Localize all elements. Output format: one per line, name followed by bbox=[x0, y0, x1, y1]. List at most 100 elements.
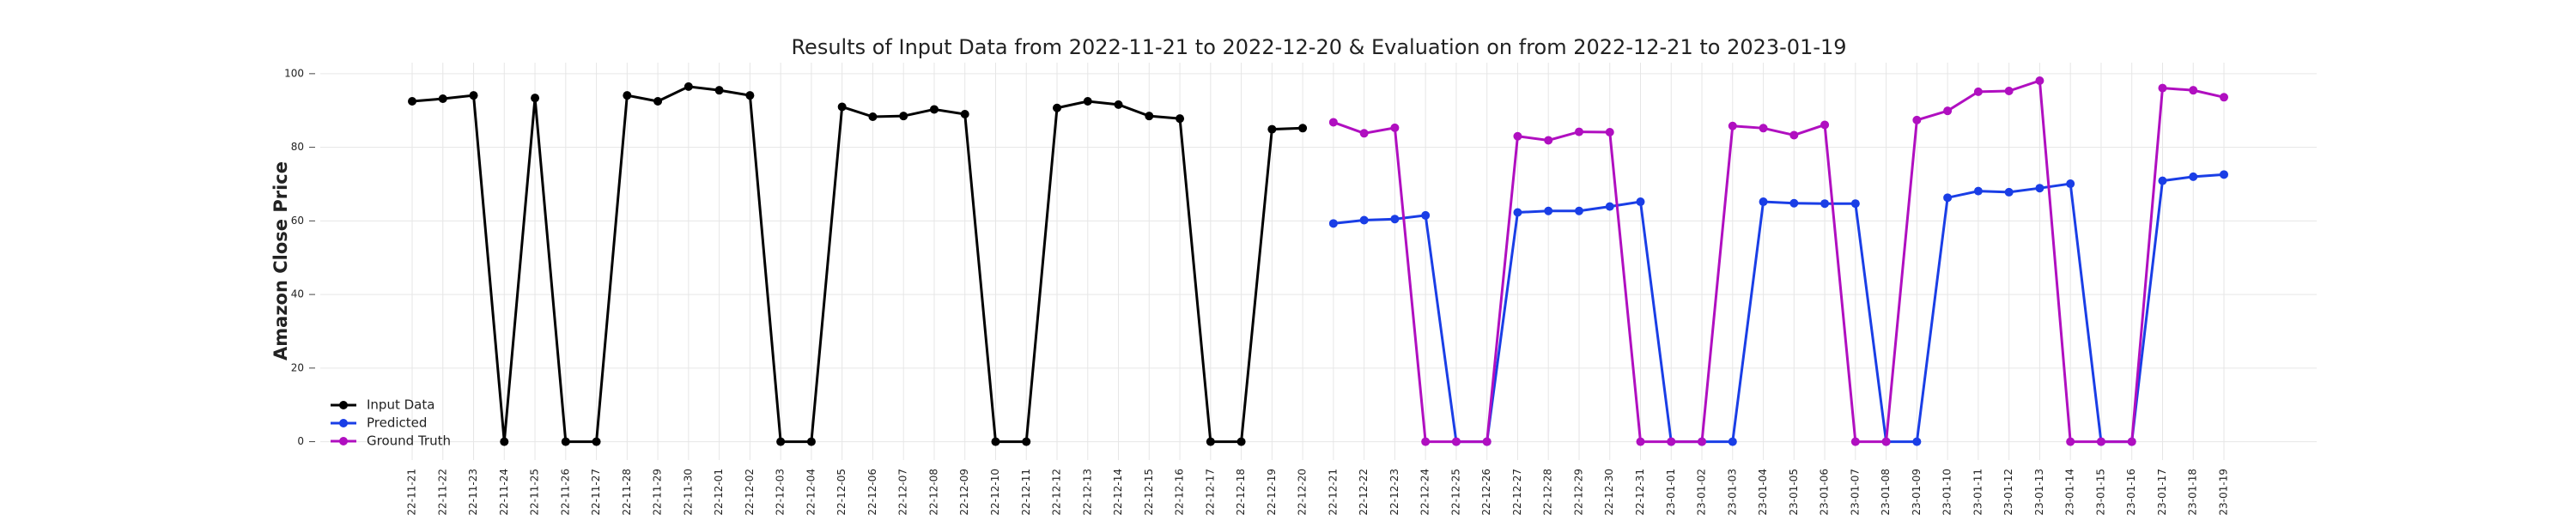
data-point bbox=[683, 82, 693, 91]
data-point bbox=[2004, 187, 2014, 197]
x-tick-label: 2023-01-17 bbox=[2156, 469, 2168, 515]
data-point bbox=[776, 437, 786, 446]
data-point bbox=[2220, 170, 2228, 179]
data-point bbox=[1759, 197, 1768, 207]
data-point bbox=[1789, 130, 1799, 140]
data-point bbox=[1544, 206, 1553, 215]
data-point bbox=[1943, 106, 1953, 116]
data-point bbox=[806, 437, 816, 446]
x-tick-label: 2022-12-27 bbox=[1511, 469, 1523, 515]
data-point bbox=[1390, 123, 1400, 132]
x-tick-label: 2022-12-29 bbox=[1572, 469, 1584, 515]
data-point bbox=[2220, 93, 2228, 102]
series-line bbox=[1333, 78, 2225, 444]
x-tick-label: 2023-01-05 bbox=[1788, 469, 1800, 515]
x-tick-label: 2023-01-11 bbox=[1971, 469, 1984, 515]
data-point bbox=[1789, 198, 1799, 208]
x-tick-label: 2022-12-25 bbox=[1449, 469, 1461, 515]
legend-marker bbox=[339, 437, 348, 445]
y-tick-label: 100 bbox=[284, 67, 304, 79]
data-point bbox=[561, 437, 570, 446]
data-point bbox=[1728, 121, 1737, 130]
data-point bbox=[1574, 127, 1583, 136]
x-tick-label: 2022-12-15 bbox=[1143, 469, 1155, 515]
data-point bbox=[1574, 206, 1583, 215]
y-axis-label: Amazon Close Price bbox=[270, 161, 291, 360]
data-point bbox=[837, 102, 847, 112]
data-point bbox=[623, 91, 632, 100]
data-point bbox=[1022, 437, 1031, 446]
x-tick-label: 2023-01-03 bbox=[1726, 469, 1738, 515]
data-point bbox=[1513, 208, 1522, 217]
data-point bbox=[1236, 437, 1246, 446]
x-tick-label: 2023-01-01 bbox=[1665, 469, 1677, 515]
x-tick-label: 2022-11-29 bbox=[652, 469, 664, 515]
x-tick-label: 2022-11-28 bbox=[621, 469, 633, 515]
x-tick-label: 2023-01-18 bbox=[2187, 469, 2199, 515]
data-point bbox=[2096, 437, 2105, 446]
y-tick-label: 60 bbox=[291, 215, 304, 227]
data-point bbox=[1636, 197, 1645, 207]
x-tick-label: 2022-12-06 bbox=[866, 469, 878, 515]
x-tick-label: 2022-12-14 bbox=[1112, 469, 1124, 515]
x-tick-label: 2022-11-22 bbox=[436, 469, 448, 515]
data-point bbox=[592, 437, 601, 446]
data-point bbox=[2035, 76, 2044, 86]
y-tick-label: 20 bbox=[291, 361, 304, 373]
x-tick-label: 2023-01-02 bbox=[1696, 469, 1708, 515]
data-point bbox=[500, 437, 509, 446]
data-point bbox=[1267, 124, 1277, 134]
data-point bbox=[868, 112, 878, 122]
data-point bbox=[960, 110, 969, 119]
x-tick-label: 2022-12-26 bbox=[1480, 469, 1492, 515]
data-point bbox=[1759, 124, 1768, 133]
x-tick-label: 2022-12-10 bbox=[989, 469, 1001, 515]
data-point bbox=[1298, 124, 1308, 133]
data-point bbox=[469, 91, 478, 100]
x-tick-label: 2022-12-04 bbox=[805, 469, 817, 515]
data-point bbox=[1973, 87, 1983, 96]
data-point bbox=[1667, 437, 1676, 446]
x-tick-label: 2022-12-09 bbox=[958, 469, 970, 515]
legend-marker bbox=[339, 401, 348, 409]
legend-label: Ground Truth bbox=[367, 433, 451, 449]
data-point bbox=[1850, 199, 1860, 209]
x-tick-label: 2022-12-03 bbox=[775, 469, 787, 515]
data-point bbox=[408, 97, 416, 106]
data-point bbox=[2158, 83, 2167, 93]
x-tick-label: 2023-01-06 bbox=[1819, 469, 1831, 515]
data-point bbox=[1973, 186, 1983, 196]
x-tick-label: 2023-01-16 bbox=[2125, 469, 2137, 515]
legend-label: Predicted bbox=[367, 415, 427, 431]
data-point bbox=[714, 86, 724, 95]
data-point bbox=[1850, 437, 1860, 446]
x-tick-label: 2022-12-13 bbox=[1081, 469, 1093, 515]
legend-marker bbox=[339, 419, 348, 427]
data-point bbox=[2189, 172, 2198, 181]
x-tick-label: 2023-01-04 bbox=[1757, 469, 1769, 515]
x-tick-label: 2022-11-27 bbox=[590, 469, 602, 515]
x-tick-label: 2022-12-05 bbox=[835, 469, 848, 515]
y-tick-label: 80 bbox=[291, 141, 304, 153]
data-point bbox=[2004, 87, 2014, 96]
x-tick-label: 2022-12-31 bbox=[1634, 469, 1646, 515]
data-point bbox=[1482, 437, 1492, 446]
x-tick-label: 2022-12-17 bbox=[1204, 469, 1216, 515]
x-tick-label: 2022-12-28 bbox=[1542, 469, 1554, 515]
x-tick-label: 2022-12-16 bbox=[1174, 469, 1186, 515]
x-tick-label: 2022-12-12 bbox=[1051, 469, 1063, 515]
x-tick-label: 2023-01-10 bbox=[1941, 469, 1953, 515]
data-point bbox=[2066, 437, 2075, 446]
data-point bbox=[929, 105, 939, 114]
data-point bbox=[1728, 437, 1737, 446]
data-point bbox=[1390, 215, 1400, 224]
x-tick-label: 2022-12-18 bbox=[1235, 469, 1247, 515]
data-point bbox=[1114, 100, 1123, 109]
data-point bbox=[1206, 437, 1215, 446]
data-point bbox=[1421, 437, 1431, 446]
data-point bbox=[1820, 199, 1830, 209]
data-point bbox=[2158, 176, 2167, 185]
x-tick-label: 2023-01-13 bbox=[2033, 469, 2045, 515]
x-tick-label: 2023-01-19 bbox=[2218, 469, 2230, 515]
